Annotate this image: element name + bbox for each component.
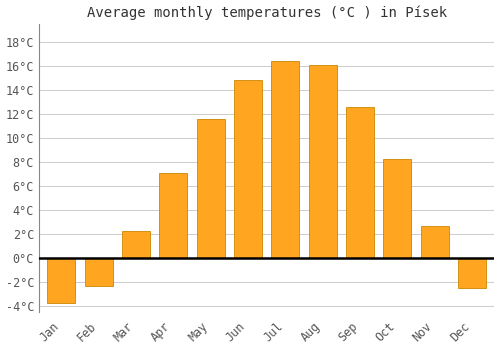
Bar: [384, 159, 411, 258]
Bar: [160, 173, 188, 258]
Bar: [84, 258, 112, 286]
Title: Average monthly temperatures (°C ) in Písek: Average monthly temperatures (°C ) in Pí…: [86, 6, 446, 20]
Bar: [346, 107, 374, 258]
Bar: [272, 61, 299, 258]
Bar: [308, 65, 336, 258]
Bar: [420, 226, 448, 258]
Bar: [122, 231, 150, 258]
Bar: [48, 258, 76, 303]
Bar: [458, 258, 486, 288]
Bar: [196, 119, 224, 258]
Bar: [234, 80, 262, 258]
